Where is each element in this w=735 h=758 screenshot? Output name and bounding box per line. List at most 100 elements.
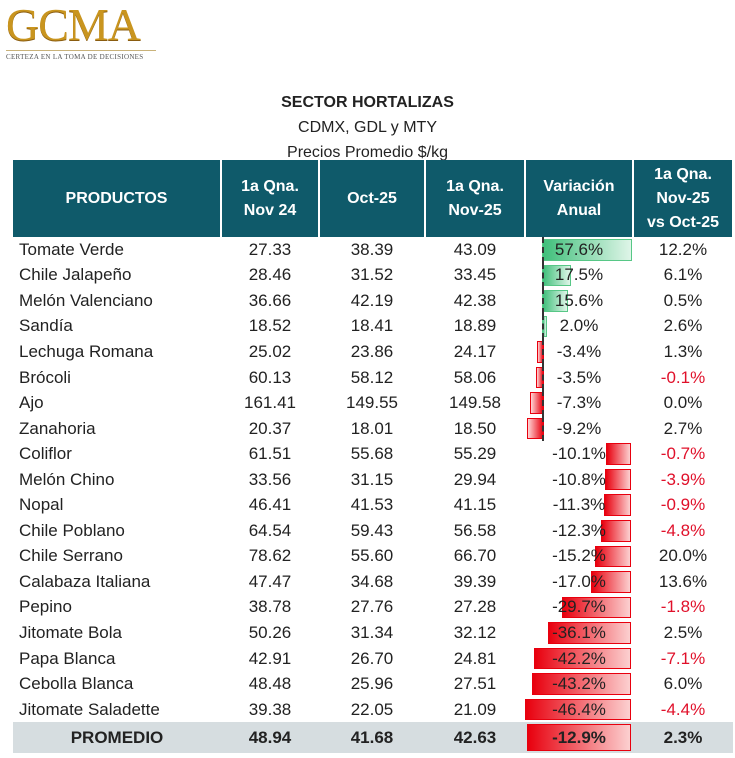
data-bar xyxy=(562,596,631,619)
price-nov25: 27.28 xyxy=(453,597,497,617)
product-name: Zanahoria xyxy=(19,418,96,438)
annual-variation: 15.6% xyxy=(554,290,604,310)
table-row: Zanahoria 20.37 18.01 18.50 -9.2% 2.7% xyxy=(13,415,733,442)
product-name: Jitomate Bola xyxy=(19,622,122,642)
product-name: Chile Jalapeño xyxy=(19,265,132,285)
price-nov25: 27.51 xyxy=(453,674,497,694)
annual-variation: -10.8% xyxy=(525,467,633,493)
data-bar xyxy=(534,647,631,670)
annual-variation: -11.3% xyxy=(552,495,606,515)
price-nov24: 46.41 xyxy=(248,495,292,515)
monthly-variation: 2.7% xyxy=(663,418,703,438)
price-oct25: 38.39 xyxy=(350,239,394,259)
table-row: Cebolla Blanca 48.48 25.96 27.51 -43.2% 6.0% xyxy=(13,671,733,697)
product-name: PROMEDIO xyxy=(13,722,221,754)
annual-variation: 2.0% xyxy=(525,313,633,340)
bar-axis xyxy=(542,313,544,340)
price-nov24: 39.38 xyxy=(248,699,292,719)
monthly-variation: -1.8% xyxy=(660,597,706,617)
price-oct25: 26.70 xyxy=(350,648,394,668)
price-oct25: 25.96 xyxy=(350,674,394,694)
data-bar xyxy=(548,622,631,644)
annual-variation: -3.5% xyxy=(556,367,602,387)
price-nov24: 48.94 xyxy=(221,722,319,754)
data-bar xyxy=(601,520,631,542)
annual-variation: -12.3% xyxy=(525,518,633,544)
price-oct25: 55.68 xyxy=(350,444,394,464)
price-oct25: 31.34 xyxy=(350,622,394,642)
data-bar xyxy=(525,698,631,721)
bar-axis xyxy=(542,339,544,365)
price-nov24: 33.56 xyxy=(248,469,292,489)
product-name: Brócoli xyxy=(19,367,71,387)
annual-variation: 2.0% xyxy=(559,316,599,336)
annual-variation: -15.2% xyxy=(552,546,606,566)
column-header: Oct-25 xyxy=(319,160,426,237)
annual-variation: -29.7% xyxy=(552,597,606,617)
product-name: Calabaza Italiana xyxy=(19,571,151,591)
product-name: Nopal xyxy=(19,495,64,515)
annual-variation: -7.3% xyxy=(525,390,633,416)
column-header: PRODUCTOS xyxy=(13,160,222,237)
price-nov24: 42.91 xyxy=(248,648,292,668)
price-nov24: 28.46 xyxy=(248,265,292,285)
annual-variation: -46.4% xyxy=(525,697,633,723)
price-nov24: 48.48 xyxy=(248,674,292,694)
annual-variation: -10.8% xyxy=(552,469,606,489)
price-nov24: 25.02 xyxy=(248,341,292,361)
table-row: Brócoli 60.13 58.12 58.06 -3.5% -0.1% xyxy=(13,364,733,391)
price-nov24: 18.52 xyxy=(248,316,292,336)
annual-variation: -11.3% xyxy=(525,492,633,518)
bar-axis xyxy=(542,415,544,442)
data-bar xyxy=(606,443,631,465)
title-cities: CDMX, GDL y MTY xyxy=(298,119,437,136)
price-oct25: 34.68 xyxy=(350,571,394,591)
monthly-variation: 0.0% xyxy=(663,393,703,413)
price-nov25: 24.81 xyxy=(453,648,497,668)
price-oct25: 59.43 xyxy=(350,520,394,540)
bar-axis xyxy=(542,288,544,314)
table-row: Coliflor 61.51 55.68 55.29 -10.1% -0.7% xyxy=(13,441,733,467)
data-bar xyxy=(604,468,631,491)
table-row: Chile Serrano 78.62 55.60 66.70 -15.2% 20.0% xyxy=(13,544,733,570)
bar-axis xyxy=(542,237,544,263)
report-title: SECTOR HORTALIZAS CDMX, GDL y MTY Precio… xyxy=(0,90,735,165)
price-oct25: 18.01 xyxy=(350,418,394,438)
product-name: Chile Poblano xyxy=(19,520,125,540)
column-header: 1a Qna. Nov 24 xyxy=(221,160,320,237)
product-name: Melón Chino xyxy=(19,469,115,489)
monthly-variation: 13.6% xyxy=(658,571,708,591)
price-nov25: 18.89 xyxy=(453,316,497,336)
column-header: 1a Qna. Nov-25 vs Oct-25 xyxy=(633,160,734,237)
data-bar xyxy=(590,571,631,593)
table-row: Jitomate Saladette 39.38 22.05 21.09 -46.4% -… xyxy=(13,697,733,723)
table-row: Lechuga Romana 25.02 23.86 24.17 -3.4% 1.3% xyxy=(13,339,733,365)
monthly-variation: -7.1% xyxy=(660,648,706,668)
annual-variation: -9.2% xyxy=(525,415,633,442)
price-nov25: 33.45 xyxy=(453,265,497,285)
product-name: Jitomate Saladette xyxy=(19,699,160,719)
price-oct25: 18.41 xyxy=(350,316,394,336)
price-nov24: 50.26 xyxy=(248,622,292,642)
price-oct25: 41.68 xyxy=(319,722,425,754)
table-row: Nopal 46.41 41.53 41.15 -11.3% -0.9% xyxy=(13,492,733,518)
average-row: PROMEDIO 48.94 41.68 42.63 -12.9% 2.3% xyxy=(13,722,733,754)
product-name: Tomate Verde xyxy=(19,239,124,259)
table-row: Jitomate Bola 50.26 31.34 32.12 -36.1% 2.5% xyxy=(13,620,733,646)
annual-variation: -12.3% xyxy=(552,520,606,540)
annual-variation: -12.9% xyxy=(525,722,633,754)
price-nov24: 61.51 xyxy=(248,444,292,464)
price-oct25: 31.15 xyxy=(350,469,394,489)
price-nov24: 78.62 xyxy=(248,546,292,566)
annual-variation: -17.0% xyxy=(552,571,606,591)
price-nov24: 47.47 xyxy=(248,571,292,591)
annual-variation: -3.4% xyxy=(556,341,602,361)
product-name: Chile Serrano xyxy=(19,546,123,566)
title-units: Precios Promedio $/kg xyxy=(287,144,448,161)
price-nov25: 32.12 xyxy=(453,622,497,642)
bar-axis xyxy=(542,364,544,391)
price-nov25: 55.29 xyxy=(453,444,497,464)
price-nov24: 36.66 xyxy=(248,290,292,310)
annual-variation: -3.5% xyxy=(525,364,633,391)
monthly-variation: 20.0% xyxy=(658,546,708,566)
